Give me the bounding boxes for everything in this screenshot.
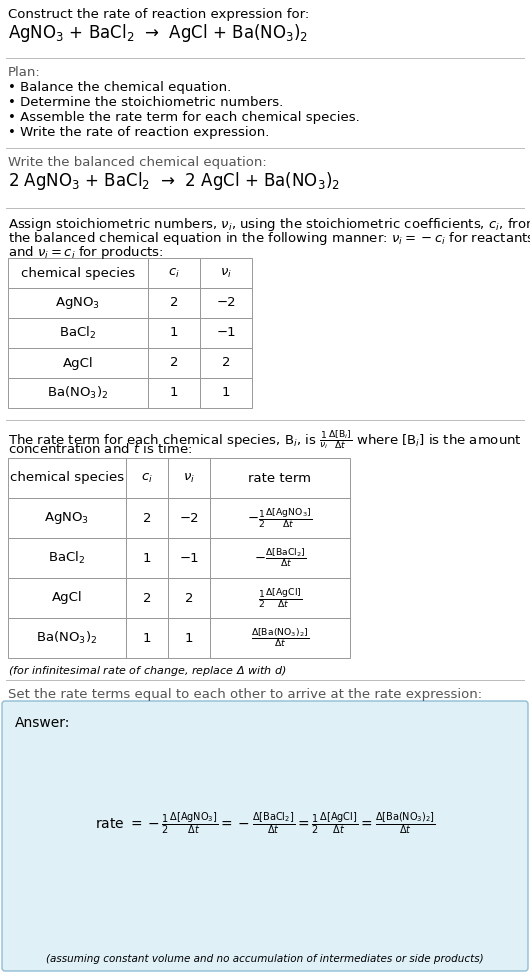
Bar <box>148 288 200 318</box>
Text: 1: 1 <box>143 631 151 644</box>
Bar <box>200 318 252 348</box>
Bar <box>8 578 126 618</box>
Bar <box>8 618 126 658</box>
Text: Write the balanced chemical equation:: Write the balanced chemical equation: <box>8 156 267 169</box>
Bar <box>210 458 350 498</box>
Bar <box>148 318 200 348</box>
Bar <box>200 258 252 288</box>
Text: • Balance the chemical equation.: • Balance the chemical equation. <box>8 81 231 94</box>
Text: $c_i$: $c_i$ <box>141 471 153 484</box>
Text: the balanced chemical equation in the following manner: $\nu_i = -c_i$ for react: the balanced chemical equation in the fo… <box>8 230 530 247</box>
Text: 2: 2 <box>185 591 193 604</box>
Text: $\frac{\Delta[\mathrm{Ba(NO_3)_2}]}{\Delta t}$: $\frac{\Delta[\mathrm{Ba(NO_3)_2}]}{\Del… <box>251 627 309 649</box>
Text: and $\nu_i = c_i$ for products:: and $\nu_i = c_i$ for products: <box>8 244 164 261</box>
Bar <box>148 348 200 378</box>
Text: $c_i$: $c_i$ <box>168 266 180 279</box>
Text: chemical species: chemical species <box>21 266 135 279</box>
Bar <box>8 288 148 318</box>
Bar <box>8 378 148 408</box>
Text: AgNO$_3$: AgNO$_3$ <box>56 295 101 311</box>
Text: AgCl: AgCl <box>52 591 82 604</box>
Text: BaCl$_2$: BaCl$_2$ <box>48 549 85 566</box>
Bar <box>168 458 210 498</box>
Text: 2: 2 <box>170 356 178 370</box>
Text: $\nu_i$: $\nu_i$ <box>220 266 232 279</box>
Text: 1: 1 <box>222 386 230 399</box>
Text: Assign stoichiometric numbers, $\nu_i$, using the stoichiometric coefficients, $: Assign stoichiometric numbers, $\nu_i$, … <box>8 216 530 233</box>
Bar <box>168 538 210 578</box>
Bar <box>126 578 168 618</box>
Text: AgNO$_3$: AgNO$_3$ <box>45 510 90 526</box>
Bar <box>8 318 148 348</box>
Text: −2: −2 <box>216 297 236 309</box>
Bar <box>126 618 168 658</box>
Text: 2: 2 <box>143 591 151 604</box>
Bar <box>148 378 200 408</box>
Text: concentration and $t$ is time:: concentration and $t$ is time: <box>8 442 192 456</box>
Bar <box>8 538 126 578</box>
Text: • Determine the stoichiometric numbers.: • Determine the stoichiometric numbers. <box>8 96 283 109</box>
Text: 2: 2 <box>143 511 151 524</box>
Text: Set the rate terms equal to each other to arrive at the rate expression:: Set the rate terms equal to each other t… <box>8 688 482 701</box>
Text: 2 AgNO$_3$ + BaCl$_2$  →  2 AgCl + Ba(NO$_3$)$_2$: 2 AgNO$_3$ + BaCl$_2$ → 2 AgCl + Ba(NO$_… <box>8 170 340 192</box>
Bar <box>168 498 210 538</box>
Text: 1: 1 <box>185 631 193 644</box>
Bar <box>210 498 350 538</box>
Bar <box>168 578 210 618</box>
Text: BaCl$_2$: BaCl$_2$ <box>59 325 96 341</box>
Bar <box>126 538 168 578</box>
Text: (assuming constant volume and no accumulation of intermediates or side products): (assuming constant volume and no accumul… <box>46 954 484 964</box>
Text: (for infinitesimal rate of change, replace Δ with $d$): (for infinitesimal rate of change, repla… <box>8 664 287 678</box>
Text: • Assemble the rate term for each chemical species.: • Assemble the rate term for each chemic… <box>8 111 360 124</box>
Bar <box>200 288 252 318</box>
Bar <box>168 618 210 658</box>
Text: chemical species: chemical species <box>10 471 124 484</box>
Bar <box>210 578 350 618</box>
Text: AgCl: AgCl <box>63 356 93 370</box>
Text: −1: −1 <box>216 327 236 340</box>
Bar <box>8 258 148 288</box>
Text: 2: 2 <box>222 356 230 370</box>
Text: 2: 2 <box>170 297 178 309</box>
Text: 1: 1 <box>170 386 178 399</box>
Text: $-\frac{\Delta[\mathrm{BaCl_2}]}{\Delta t}$: $-\frac{\Delta[\mathrm{BaCl_2}]}{\Delta … <box>254 547 306 569</box>
Bar <box>126 458 168 498</box>
Bar <box>8 458 126 498</box>
Text: Ba(NO$_3$)$_2$: Ba(NO$_3$)$_2$ <box>47 385 109 401</box>
Text: 1: 1 <box>143 551 151 564</box>
Bar <box>210 618 350 658</box>
Bar <box>126 498 168 538</box>
Text: The rate term for each chemical species, B$_i$, is $\frac{1}{\nu_i}\frac{\Delta[: The rate term for each chemical species,… <box>8 428 522 451</box>
Text: −1: −1 <box>179 551 199 564</box>
Bar <box>210 538 350 578</box>
Text: Answer:: Answer: <box>15 716 70 730</box>
Text: • Write the rate of reaction expression.: • Write the rate of reaction expression. <box>8 126 269 139</box>
Text: 1: 1 <box>170 327 178 340</box>
Text: $\frac{1}{2}\frac{\Delta[\mathrm{AgCl}]}{\Delta t}$: $\frac{1}{2}\frac{\Delta[\mathrm{AgCl}]}… <box>258 587 302 610</box>
Bar <box>8 498 126 538</box>
Bar <box>200 378 252 408</box>
Bar <box>148 258 200 288</box>
Bar <box>200 348 252 378</box>
Text: $-\frac{1}{2}\frac{\Delta[\mathrm{AgNO_3}]}{\Delta t}$: $-\frac{1}{2}\frac{\Delta[\mathrm{AgNO_3… <box>248 507 313 530</box>
Bar <box>8 348 148 378</box>
Text: −2: −2 <box>179 511 199 524</box>
FancyBboxPatch shape <box>2 701 528 971</box>
Text: rate $= -\frac{1}{2}\frac{\Delta[\mathrm{AgNO_3}]}{\Delta t} = -\frac{\Delta[\ma: rate $= -\frac{1}{2}\frac{\Delta[\mathrm… <box>95 810 435 835</box>
Text: Plan:: Plan: <box>8 66 41 79</box>
Text: Ba(NO$_3$)$_2$: Ba(NO$_3$)$_2$ <box>37 630 98 646</box>
Text: rate term: rate term <box>249 471 312 484</box>
Text: AgNO$_3$ + BaCl$_2$  →  AgCl + Ba(NO$_3$)$_2$: AgNO$_3$ + BaCl$_2$ → AgCl + Ba(NO$_3$)$… <box>8 22 308 44</box>
Text: $\nu_i$: $\nu_i$ <box>183 471 195 484</box>
Text: Construct the rate of reaction expression for:: Construct the rate of reaction expressio… <box>8 8 309 21</box>
